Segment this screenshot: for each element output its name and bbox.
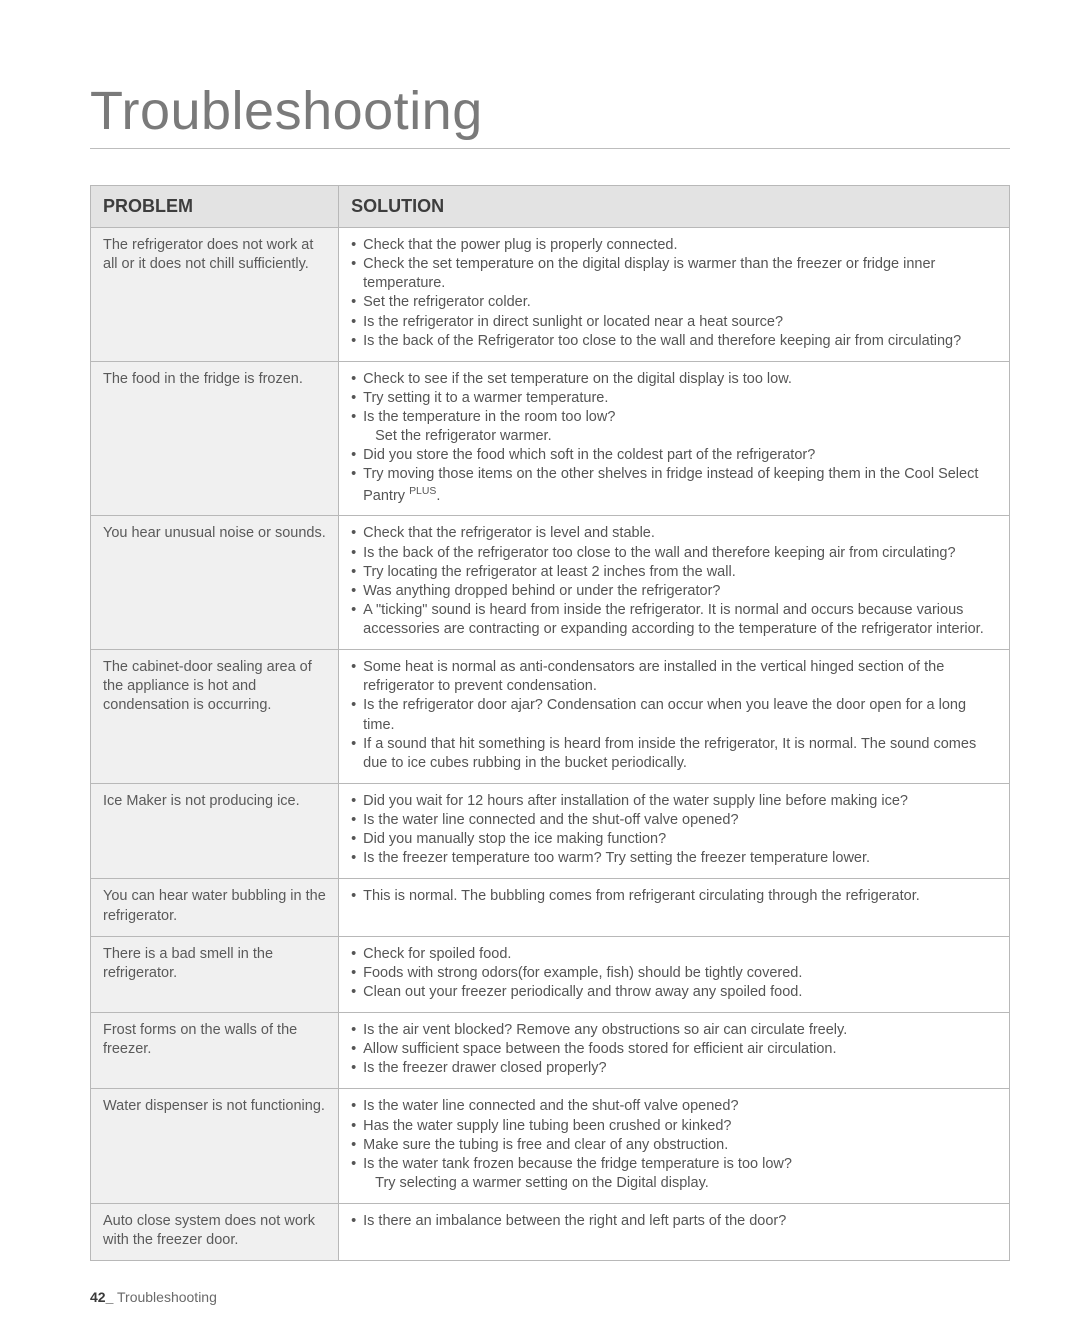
table-row: Frost forms on the walls of the freezer.… (91, 1013, 1010, 1089)
page-number: 42_ (90, 1289, 113, 1305)
solution-item: Is the water line connected and the shut… (351, 811, 997, 830)
table-row: Auto close system does not work with the… (91, 1204, 1010, 1261)
problem-cell: You hear unusual noise or sounds. (91, 516, 339, 650)
solution-item: Is there an imbalance between the right … (351, 1212, 997, 1231)
solution-item: Try setting it to a warmer temperature. (351, 389, 997, 408)
table-row: Ice Maker is not producing ice. Did you w… (91, 783, 1010, 879)
solution-item: Set the refrigerator colder. (351, 293, 997, 312)
problem-cell: Ice Maker is not producing ice. (91, 783, 339, 879)
table-row: You can hear water bubbling in the refri… (91, 879, 1010, 936)
problem-cell: Water dispenser is not functioning. (91, 1089, 339, 1204)
solution-item: Check that the power plug is properly co… (351, 236, 997, 255)
solution-item: Did you manually stop the ice making fun… (351, 830, 997, 849)
solution-item: Clean out your freezer periodically and … (351, 983, 997, 1002)
table-row: The cabinet-door sealing area of the app… (91, 650, 1010, 784)
solution-item: Was anything dropped behind or under the… (351, 582, 997, 601)
page-title: Troubleshooting (90, 80, 1010, 149)
solution-item: Is the freezer drawer closed properly? (351, 1059, 997, 1078)
solution-item: Is the water tank frozen because the fri… (351, 1155, 997, 1193)
solution-cell: Is the water line connected and the shut… (339, 1089, 1010, 1204)
problem-cell: The refrigerator does not work at all or… (91, 228, 339, 362)
solution-item: Some heat is normal as anti-condensators… (351, 658, 997, 696)
table-row: The food in the fridge is frozen. Check t… (91, 361, 1010, 516)
solution-cell: Check that the refrigerator is level and… (339, 516, 1010, 650)
solution-item: Allow sufficient space between the foods… (351, 1040, 997, 1059)
solution-item: Is the back of the refrigerator too clos… (351, 544, 997, 563)
troubleshooting-table: PROBLEM SOLUTION The refrigerator does n… (90, 185, 1010, 1261)
table-row: The refrigerator does not work at all or… (91, 228, 1010, 362)
problem-cell: There is a bad smell in the refrigerator… (91, 936, 339, 1012)
solution-item: Try locating the refrigerator at least 2… (351, 563, 997, 582)
problem-cell: The cabinet-door sealing area of the app… (91, 650, 339, 784)
table-row: Water dispenser is not functioning. Is th… (91, 1089, 1010, 1204)
solution-item: This is normal. The bubbling comes from … (351, 887, 997, 906)
solution-item: Is the back of the Refrigerator too clos… (351, 332, 997, 351)
table-row: There is a bad smell in the refrigerator… (91, 936, 1010, 1012)
solution-item: Has the water supply line tubing been cr… (351, 1117, 997, 1136)
solution-cell: Check that the power plug is properly co… (339, 228, 1010, 362)
problem-cell: Frost forms on the walls of the freezer. (91, 1013, 339, 1089)
solution-item: Check to see if the set temperature on t… (351, 370, 997, 389)
solution-cell: Check for spoiled food.Foods with strong… (339, 936, 1010, 1012)
solution-item: Check the set temperature on the digital… (351, 255, 997, 293)
problem-cell: Auto close system does not work with the… (91, 1204, 339, 1261)
solution-item: Try moving those items on the other shel… (351, 465, 997, 505)
solution-subline: Try selecting a warmer setting on the Di… (363, 1174, 997, 1193)
col-header-solution: SOLUTION (339, 186, 1010, 228)
solution-item: Check that the refrigerator is level and… (351, 524, 997, 543)
table-row: You hear unusual noise or sounds. Check t… (91, 516, 1010, 650)
solution-item: Is the freezer temperature too warm? Try… (351, 849, 997, 868)
solution-item: A "ticking" sound is heard from inside t… (351, 601, 997, 639)
problem-cell: The food in the fridge is frozen. (91, 361, 339, 516)
solution-item: Is the temperature in the room too low?S… (351, 408, 997, 446)
footer-section: Troubleshooting (117, 1289, 217, 1305)
solution-item: Is the refrigerator door ajar? Condensat… (351, 696, 997, 734)
solution-item: Check for spoiled food. (351, 945, 997, 964)
solution-item: Is the refrigerator in direct sunlight o… (351, 313, 997, 332)
solution-item: Did you wait for 12 hours after installa… (351, 792, 997, 811)
solution-cell: This is normal. The bubbling comes from … (339, 879, 1010, 936)
solution-item: If a sound that hit something is heard f… (351, 735, 997, 773)
solution-cell: Check to see if the set temperature on t… (339, 361, 1010, 516)
problem-cell: You can hear water bubbling in the refri… (91, 879, 339, 936)
solution-item: Is the air vent blocked? Remove any obst… (351, 1021, 997, 1040)
solution-cell: Some heat is normal as anti-condensators… (339, 650, 1010, 784)
solution-cell: Is the air vent blocked? Remove any obst… (339, 1013, 1010, 1089)
solution-item: Did you store the food which soft in the… (351, 446, 997, 465)
col-header-problem: PROBLEM (91, 186, 339, 228)
solution-item: Make sure the tubing is free and clear o… (351, 1136, 997, 1155)
solution-subline: Set the refrigerator warmer. (363, 427, 997, 446)
solution-cell: Is there an imbalance between the right … (339, 1204, 1010, 1261)
solution-cell: Did you wait for 12 hours after installa… (339, 783, 1010, 879)
solution-item: Is the water line connected and the shut… (351, 1097, 997, 1116)
page-footer: 42_ Troubleshooting (90, 1289, 217, 1305)
solution-item: Foods with strong odors(for example, fis… (351, 964, 997, 983)
